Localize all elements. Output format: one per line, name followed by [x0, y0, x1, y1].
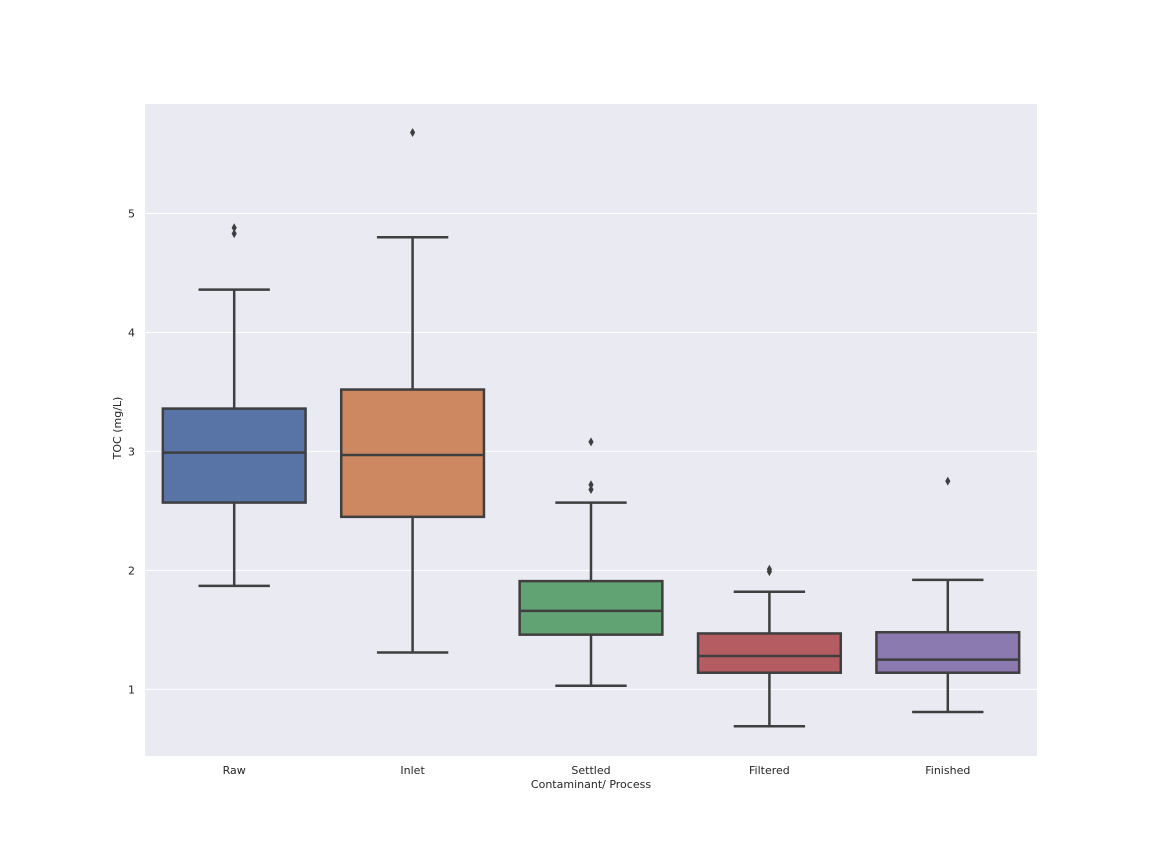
y-axis-ticks: 1 2 3 4 5	[128, 207, 135, 696]
box-settled	[518, 437, 664, 688]
y-axis-label: TOC (mg/L)	[111, 397, 124, 461]
box-iqr	[696, 632, 843, 674]
box-inlet	[339, 128, 486, 654]
outlier-point	[231, 229, 237, 239]
x-axis-label: Contaminant/ Process	[531, 778, 651, 791]
box-iqr	[875, 631, 1021, 674]
outlier-point	[945, 476, 951, 486]
y-tick-label: 2	[128, 564, 135, 577]
y-tick-label: 5	[128, 207, 135, 220]
box-iqr	[161, 407, 307, 504]
x-tick-label: Inlet	[400, 764, 425, 777]
box-iqr	[339, 388, 486, 519]
outlier-point	[588, 480, 594, 490]
outlier-point	[766, 564, 772, 574]
box-series	[161, 128, 1021, 728]
box-filtered	[696, 564, 843, 728]
box-finished	[875, 476, 1021, 714]
x-tick-label: Raw	[223, 764, 246, 777]
outlier-point	[231, 223, 237, 233]
outlier-point	[588, 484, 594, 494]
x-tick-label: Settled	[571, 764, 610, 777]
y-tick-label: 4	[128, 326, 135, 339]
x-tick-label: Finished	[925, 764, 970, 777]
y-tick-label: 3	[128, 445, 135, 458]
y-tick-label: 1	[128, 683, 135, 696]
x-axis-ticks: Raw Inlet Settled Filtered Finished	[223, 764, 971, 777]
outlier-point	[588, 437, 594, 447]
box-raw	[161, 223, 307, 588]
x-tick-label: Filtered	[749, 764, 790, 777]
outlier-point	[410, 128, 416, 138]
box-iqr	[518, 579, 664, 636]
